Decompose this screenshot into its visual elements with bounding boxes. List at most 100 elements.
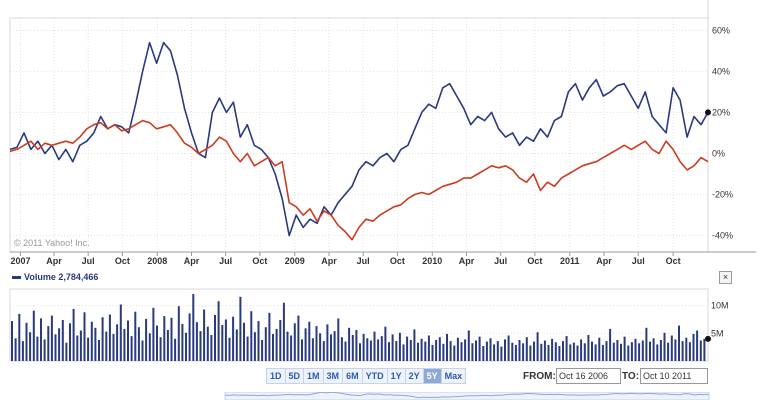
volume-bar	[460, 342, 463, 361]
volume-swatch	[12, 276, 21, 280]
volume-bar	[228, 337, 231, 361]
volume-bar	[177, 306, 180, 361]
volume-bar	[467, 330, 470, 361]
volume-bar	[493, 344, 496, 361]
volume-bar	[286, 331, 289, 361]
volume-bar	[609, 328, 612, 361]
x-axis: 2007 Apr Jul Oct 2008 Apr Jul Oct 2009 Apr Jul Oct 2…	[10, 252, 681, 266]
volume-bar	[50, 315, 53, 361]
volume-bar	[32, 310, 35, 361]
volume-bar	[456, 337, 459, 361]
volume-bar	[174, 338, 177, 361]
volume-bar	[388, 342, 390, 361]
volume-bar	[108, 314, 111, 361]
volume-bar	[583, 343, 586, 361]
volume-bar	[148, 333, 151, 361]
volume-bar	[90, 321, 93, 361]
volume-bar	[634, 338, 637, 361]
volume-bar	[163, 316, 166, 361]
volume-bar	[667, 342, 670, 361]
volume-bar	[424, 341, 427, 361]
to-date-input[interactable]: Oct 10 2011	[640, 368, 708, 384]
volume-bar	[130, 336, 133, 361]
y-tick-label: -40%	[712, 231, 733, 241]
chart-series	[9, 41, 711, 241]
volume-bar	[402, 344, 405, 361]
volume-bar	[616, 340, 619, 361]
range-button-2y[interactable]: 2Y	[406, 369, 424, 383]
volume-bar	[678, 325, 680, 361]
volume-bar	[337, 318, 340, 361]
volume-bar	[547, 344, 550, 361]
volume-bar	[413, 329, 416, 361]
volume-bar	[119, 304, 122, 361]
volume-bar	[301, 339, 303, 361]
volume-bar	[224, 319, 227, 361]
volume-bar	[630, 342, 633, 361]
volume-bar	[598, 337, 601, 361]
volume-bar	[43, 339, 46, 361]
volume-bar	[333, 331, 336, 361]
close-volume-button[interactable]: ×	[719, 271, 732, 284]
volume-last-marker	[705, 335, 711, 342]
volume-bar	[76, 335, 79, 361]
volume-bar	[398, 332, 401, 361]
volume-bar	[166, 330, 169, 361]
volume-bar	[514, 344, 517, 361]
range-button-1d[interactable]: 1D	[267, 369, 286, 383]
volume-bar	[206, 326, 209, 361]
volume-bar	[489, 338, 492, 361]
volume-bar	[214, 315, 216, 361]
plot-frame	[9, 17, 709, 253]
volume-bar	[359, 343, 361, 361]
range-button-6m[interactable]: 6M	[343, 369, 363, 383]
volume-bar	[344, 341, 347, 361]
volume-bar	[105, 331, 108, 361]
volume-bar	[83, 312, 86, 361]
range-button-ytd[interactable]: YTD	[363, 369, 388, 383]
volume-bar	[72, 308, 75, 361]
volume-bar	[536, 332, 539, 361]
x-tick-label: 2009	[285, 256, 305, 266]
range-selector: 1D 5D 1M 3M 6M YTD 1Y 2Y 5Y Max	[266, 368, 467, 384]
range-button-max[interactable]: Max	[444, 371, 463, 381]
volume-bar	[188, 313, 191, 361]
volume-bars	[11, 294, 711, 361]
volume-bar	[203, 309, 206, 361]
volume-bar	[101, 317, 104, 361]
volume-bar	[279, 320, 282, 361]
to-label: TO:	[622, 371, 640, 382]
volume-bar	[620, 343, 622, 361]
x-tick-label: Oct	[666, 256, 681, 266]
volume-bar	[14, 338, 17, 361]
y-tick-label: -20%	[712, 190, 733, 200]
volume-bar	[482, 346, 485, 361]
volume-chart: 10M 5M	[9, 288, 729, 362]
volume-bar	[145, 318, 148, 361]
volume-bar	[127, 320, 129, 361]
volume-bar	[500, 346, 503, 361]
volume-bar	[562, 341, 564, 361]
volume-bar	[156, 325, 158, 361]
volume-bar	[623, 336, 626, 361]
x-tick-label: Jul	[219, 256, 232, 266]
volume-bar	[638, 343, 641, 361]
volume-bar	[384, 326, 387, 361]
volume-bar	[195, 322, 198, 361]
volume-bar	[641, 340, 644, 361]
range-button-5y[interactable]: 5Y	[423, 369, 442, 383]
volume-bar	[703, 338, 706, 361]
navigator-strip[interactable]	[0, 392, 760, 400]
volume-bar	[649, 341, 651, 361]
volume-bar	[685, 337, 688, 361]
volume-y-axis: 10M 5M	[711, 301, 729, 339]
from-date-input[interactable]: Oct 16 2006	[556, 368, 621, 384]
range-button-5d[interactable]: 5D	[286, 369, 305, 383]
range-button-1m[interactable]: 1M	[304, 369, 324, 383]
volume-bar	[518, 340, 521, 361]
range-button-1y[interactable]: 1Y	[388, 369, 406, 383]
volume-bar	[351, 335, 354, 361]
range-button-3m[interactable]: 3M	[324, 369, 344, 383]
volume-bar	[192, 294, 195, 361]
volume-bar	[261, 340, 264, 361]
